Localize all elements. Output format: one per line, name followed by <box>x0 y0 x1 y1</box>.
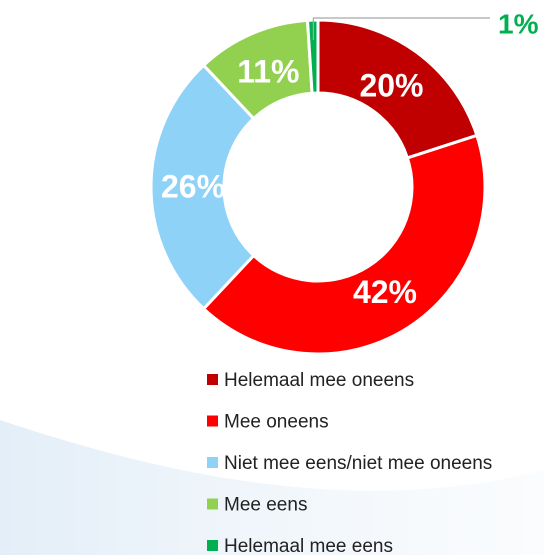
data-label: 1% <box>498 8 539 39</box>
legend-label: Mee eens <box>224 495 307 516</box>
legend-swatch <box>207 374 218 385</box>
slice <box>316 18 479 160</box>
data-label: 42% <box>353 274 417 310</box>
background-swoosh <box>0 420 544 555</box>
legend-label: Helemaal mee oneens <box>224 370 414 391</box>
legend-swatch <box>207 540 218 551</box>
legend: Helemaal mee oneens Mee oneens Niet mee ee… <box>207 370 492 555</box>
data-label: 26% <box>161 168 225 204</box>
legend-label: Mee oneens <box>224 412 329 433</box>
legend-label: Helemaal mee eens <box>224 536 393 555</box>
legend-swatch <box>207 457 218 468</box>
legend-swatch <box>207 415 218 427</box>
legend-label: Niet mee eens/niet mee oneens <box>224 453 492 474</box>
data-label: 11% <box>237 54 299 90</box>
slice <box>149 63 256 311</box>
slice <box>305 18 320 95</box>
leader-line <box>312 17 490 41</box>
data-label: 20% <box>359 67 423 103</box>
legend-swatch <box>207 498 218 510</box>
slice <box>201 133 487 356</box>
donut: 20% 42% 26% 11% 1% <box>149 8 539 356</box>
